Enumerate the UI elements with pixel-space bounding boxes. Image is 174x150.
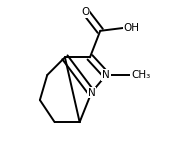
Text: N: N [102,70,110,80]
Text: OH: OH [124,23,140,33]
Text: O: O [81,7,90,17]
Text: CH₃: CH₃ [131,70,150,80]
Text: N: N [88,88,95,98]
